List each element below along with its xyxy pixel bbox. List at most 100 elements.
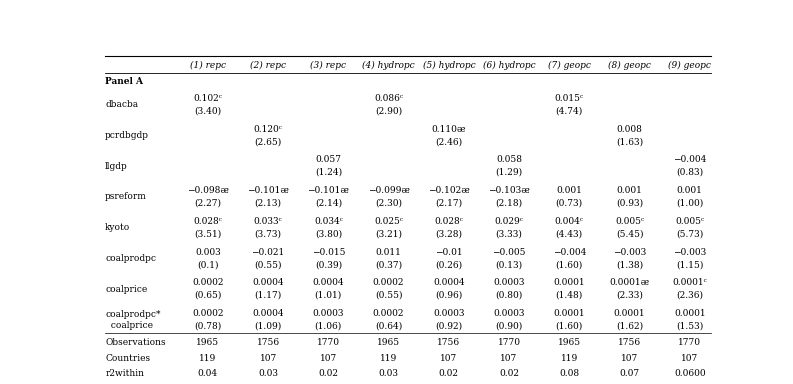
Text: 0.0001
(1.48): 0.0001 (1.48): [554, 278, 585, 300]
Text: (3) repc: (3) repc: [310, 61, 347, 70]
Text: 0.025ᶜ
(3.21): 0.025ᶜ (3.21): [374, 217, 403, 238]
Text: 0.0001ᶜ
(2.36): 0.0001ᶜ (2.36): [672, 278, 707, 300]
Text: 0.0001
(1.62): 0.0001 (1.62): [614, 309, 646, 331]
Text: 0.0003
(1.06): 0.0003 (1.06): [312, 309, 344, 331]
Text: 0.0004
(1.09): 0.0004 (1.09): [252, 309, 284, 331]
Text: Panel A: Panel A: [105, 77, 144, 86]
Text: psreform: psreform: [105, 192, 147, 201]
Text: (1) repc: (1) repc: [190, 61, 226, 70]
Text: 1965: 1965: [557, 338, 580, 348]
Text: (2) repc: (2) repc: [250, 61, 286, 70]
Text: 0.0600: 0.0600: [674, 369, 706, 378]
Text: 0.04: 0.04: [197, 369, 218, 378]
Text: 0.0002
(0.64): 0.0002 (0.64): [373, 309, 404, 331]
Text: 0.08: 0.08: [559, 369, 580, 378]
Text: 0.0004
(1.01): 0.0004 (1.01): [312, 278, 344, 300]
Text: 107: 107: [259, 354, 277, 363]
Text: −0.004
(1.60): −0.004 (1.60): [553, 248, 586, 269]
Text: 0.0004
(0.96): 0.0004 (0.96): [433, 278, 465, 300]
Text: 0.120ᶜ
(2.65): 0.120ᶜ (2.65): [254, 125, 282, 146]
Text: 0.028ᶜ
(3.51): 0.028ᶜ (3.51): [193, 217, 222, 238]
Text: 1756: 1756: [257, 338, 280, 348]
Text: −0.003
(1.15): −0.003 (1.15): [673, 248, 707, 269]
Text: r2within: r2within: [105, 369, 144, 378]
Text: −0.021
(0.55): −0.021 (0.55): [251, 248, 285, 269]
Text: −0.01
(0.26): −0.01 (0.26): [435, 248, 462, 269]
Text: 0.02: 0.02: [318, 369, 339, 378]
Text: 107: 107: [621, 354, 638, 363]
Text: −0.005
(0.13): −0.005 (0.13): [492, 248, 526, 269]
Text: −0.103ᴂ
(2.18): −0.103ᴂ (2.18): [488, 186, 530, 208]
Text: 0.003
(0.1): 0.003 (0.1): [195, 248, 220, 269]
Text: (5) hydropc: (5) hydropc: [423, 61, 475, 70]
Text: pcrdbgdp: pcrdbgdp: [105, 131, 149, 140]
Text: Countries: Countries: [105, 354, 151, 363]
Text: 1756: 1756: [437, 338, 461, 348]
Text: 0.005ᶜ
(5.73): 0.005ᶜ (5.73): [675, 217, 704, 238]
Text: coalprice: coalprice: [105, 285, 147, 294]
Text: 0.02: 0.02: [439, 369, 459, 378]
Text: 107: 107: [500, 354, 518, 363]
Text: 107: 107: [320, 354, 337, 363]
Text: 0.110ᴂ
(2.46): 0.110ᴂ (2.46): [431, 125, 466, 146]
Text: 1965: 1965: [377, 338, 400, 348]
Text: −0.004
(0.83): −0.004 (0.83): [673, 156, 707, 177]
Text: 0.028ᶜ
(3.28): 0.028ᶜ (3.28): [435, 217, 463, 238]
Text: −0.015
(0.39): −0.015 (0.39): [312, 248, 345, 269]
Text: (9) geopc: (9) geopc: [668, 61, 711, 70]
Text: (7) geopc: (7) geopc: [548, 61, 591, 70]
Text: 0.008
(1.63): 0.008 (1.63): [616, 125, 643, 146]
Text: 0.0003
(0.80): 0.0003 (0.80): [493, 278, 525, 300]
Text: coalprodpc*
  coalprice: coalprodpc* coalprice: [105, 310, 161, 329]
Text: 0.0003
(0.90): 0.0003 (0.90): [493, 309, 525, 331]
Text: 0.03: 0.03: [259, 369, 278, 378]
Text: 0.001
(0.73): 0.001 (0.73): [556, 186, 583, 208]
Text: (8) geopc: (8) geopc: [608, 61, 651, 70]
Text: 0.086ᶜ
(2.90): 0.086ᶜ (2.90): [374, 94, 403, 115]
Text: 0.029ᶜ
(3.33): 0.029ᶜ (3.33): [495, 217, 523, 238]
Text: 1770: 1770: [317, 338, 340, 348]
Text: llgdp: llgdp: [105, 162, 128, 170]
Text: 0.0002
(0.55): 0.0002 (0.55): [373, 278, 404, 300]
Text: (6) hydropc: (6) hydropc: [483, 61, 535, 70]
Text: −0.101ᴂ
(2.13): −0.101ᴂ (2.13): [247, 186, 289, 208]
Text: 0.015ᶜ
(4.74): 0.015ᶜ (4.74): [555, 94, 584, 115]
Text: −0.098ᴂ
(2.27): −0.098ᴂ (2.27): [187, 186, 229, 208]
Text: 0.0002
(0.65): 0.0002 (0.65): [192, 278, 224, 300]
Text: kyoto: kyoto: [105, 223, 131, 232]
Text: 0.001
(0.93): 0.001 (0.93): [616, 186, 643, 208]
Text: 1770: 1770: [497, 338, 520, 348]
Text: 0.034ᶜ
(3.80): 0.034ᶜ (3.80): [314, 217, 343, 238]
Text: dbacba: dbacba: [105, 100, 139, 109]
Text: 0.005ᶜ
(5.45): 0.005ᶜ (5.45): [615, 217, 644, 238]
Text: 107: 107: [440, 354, 458, 363]
Text: 0.033ᶜ
(3.73): 0.033ᶜ (3.73): [254, 217, 282, 238]
Text: 0.0001
(1.53): 0.0001 (1.53): [674, 309, 706, 331]
Text: −0.003
(1.38): −0.003 (1.38): [613, 248, 646, 269]
Text: 0.03: 0.03: [378, 369, 399, 378]
Text: −0.102ᴂ
(2.17): −0.102ᴂ (2.17): [428, 186, 469, 208]
Text: 119: 119: [561, 354, 578, 363]
Text: 107: 107: [681, 354, 699, 363]
Text: −0.101ᴂ
(2.14): −0.101ᴂ (2.14): [308, 186, 349, 208]
Text: 0.02: 0.02: [499, 369, 519, 378]
Text: 0.058
(1.29): 0.058 (1.29): [496, 156, 523, 177]
Text: 119: 119: [380, 354, 397, 363]
Text: 0.004ᶜ
(4.43): 0.004ᶜ (4.43): [555, 217, 584, 238]
Text: 1756: 1756: [618, 338, 641, 348]
Text: (4) hydropc: (4) hydropc: [362, 61, 415, 70]
Text: 0.057
(1.24): 0.057 (1.24): [315, 156, 342, 177]
Text: 0.0002
(0.78): 0.0002 (0.78): [192, 309, 224, 331]
Text: 1770: 1770: [678, 338, 701, 348]
Text: 1965: 1965: [197, 338, 220, 348]
Text: 0.001
(1.00): 0.001 (1.00): [676, 186, 703, 208]
Text: coalprodpc: coalprodpc: [105, 254, 156, 263]
Text: 0.0001
(1.60): 0.0001 (1.60): [554, 309, 585, 331]
Text: 0.07: 0.07: [619, 369, 640, 378]
Text: Observations: Observations: [105, 338, 166, 348]
Text: 0.0001ᴂ
(2.33): 0.0001ᴂ (2.33): [610, 278, 649, 300]
Text: 0.0004
(1.17): 0.0004 (1.17): [252, 278, 284, 300]
Text: 0.011
(0.37): 0.011 (0.37): [375, 248, 402, 269]
Text: 0.0003
(0.92): 0.0003 (0.92): [433, 309, 465, 331]
Text: 0.102ᶜ
(3.40): 0.102ᶜ (3.40): [193, 94, 222, 115]
